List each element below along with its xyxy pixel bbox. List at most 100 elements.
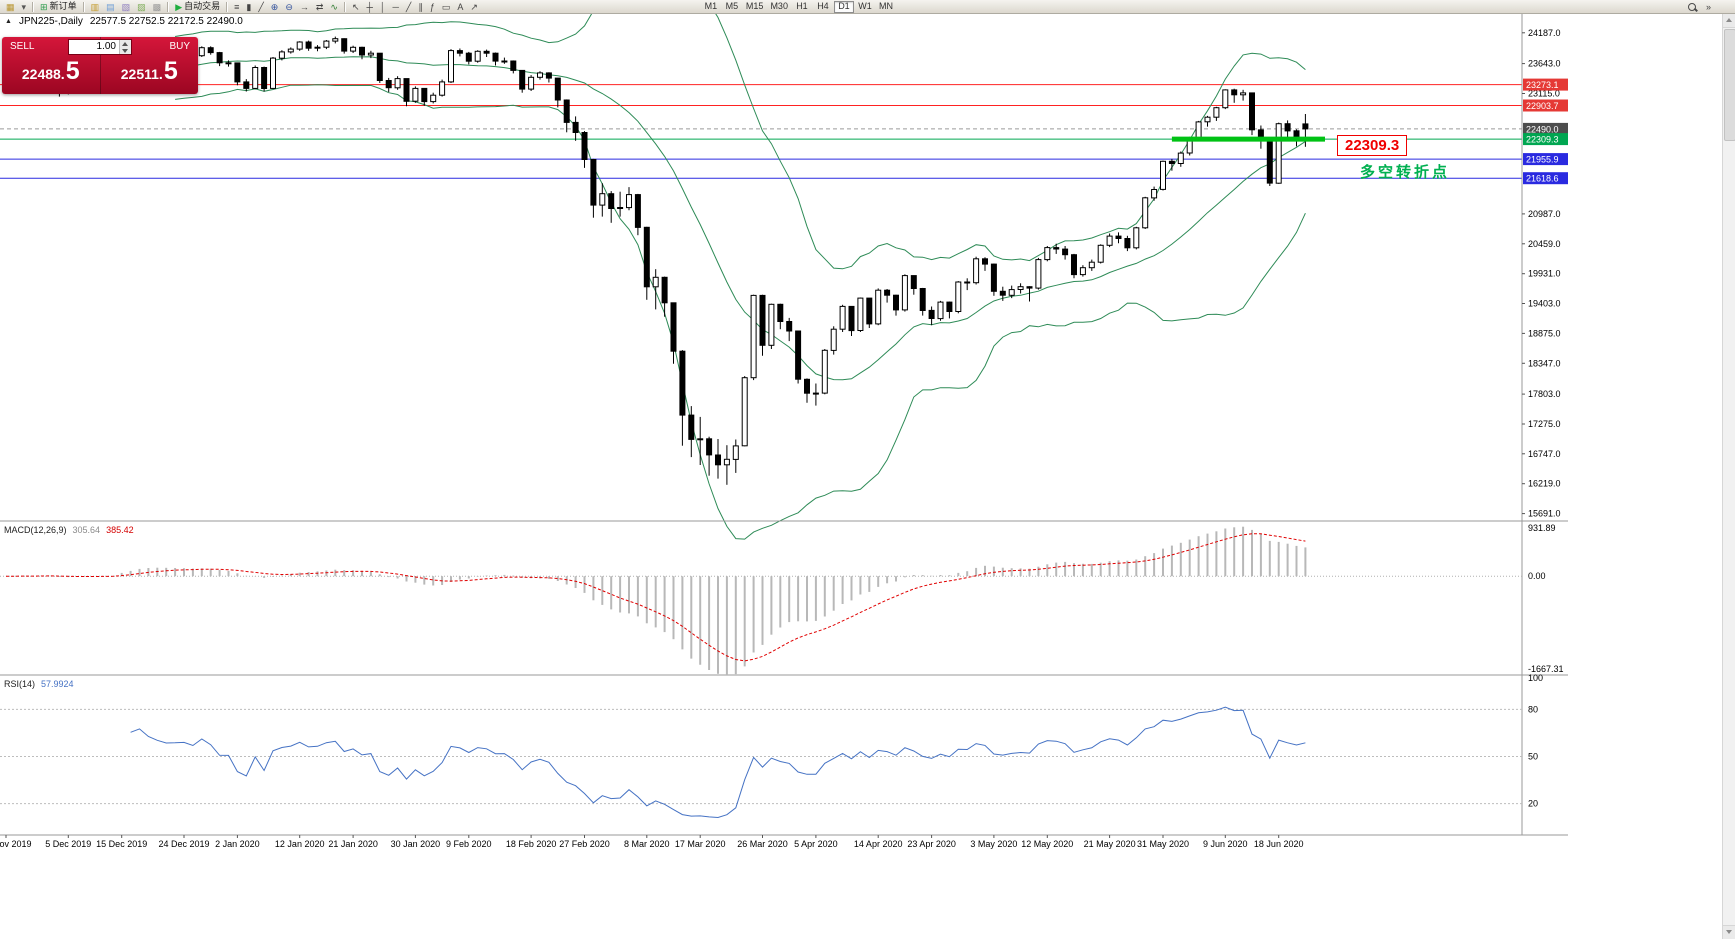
- trendline-icon[interactable]: ╱: [403, 1, 414, 13]
- svg-text:27 Feb 2020: 27 Feb 2020: [559, 839, 610, 849]
- timeframe-d1-button[interactable]: D1: [833, 0, 854, 13]
- chart-profiles-icon[interactable]: ▾: [19, 1, 30, 13]
- svg-text:12 Jan 2020: 12 Jan 2020: [275, 839, 325, 849]
- scroll-down-button[interactable]: [1723, 925, 1735, 939]
- svg-text:50: 50: [1528, 752, 1538, 762]
- note-annotation[interactable]: 多空转折点: [1360, 164, 1451, 181]
- chart-window: 24187.0 23643.0 23115.0 20987.0 20459.0 19931…: [0, 14, 1568, 850]
- buy-button[interactable]: BUY 22511. 5: [101, 37, 199, 94]
- text-icon[interactable]: A: [454, 1, 466, 13]
- auto-scroll-icon[interactable]: →: [297, 1, 312, 13]
- zoom-out-icon[interactable]: ⊖: [282, 1, 296, 13]
- chart-canvas[interactable]: 24187.0 23643.0 23115.0 20987.0 20459.0 19931…: [0, 14, 1568, 850]
- macd-signal-value: 385.42: [106, 525, 134, 535]
- data-window-icon[interactable]: ▤: [103, 1, 118, 13]
- sell-button[interactable]: SELL 22488. 5: [2, 37, 101, 94]
- timeframe-m15-button[interactable]: M15: [743, 1, 767, 13]
- svg-text:23273.1: 23273.1: [1526, 80, 1559, 90]
- macd-label: MACD(12,26,9) 305.64 385.42: [4, 525, 134, 535]
- svg-text:19931.0: 19931.0: [1528, 269, 1561, 279]
- svg-text:21955.9: 21955.9: [1526, 155, 1559, 165]
- strategy-tester-icon: ▩: [152, 1, 162, 12]
- vertical-scrollbar[interactable]: [1722, 14, 1735, 939]
- new-chart-icon[interactable]: ▦: [3, 1, 18, 13]
- cursor-icon[interactable]: ↖: [349, 1, 363, 13]
- data-window-icon: ▤: [106, 1, 115, 12]
- svg-text:18347.0: 18347.0: [1528, 358, 1561, 368]
- toolbar-group-line-studies: ↖ ┼ │ ─ ╱ ∥ ƒ ▭ A ↗: [349, 1, 481, 13]
- indicators-icon: ∿: [330, 1, 338, 12]
- strategy-tester-icon[interactable]: ▩: [150, 1, 165, 13]
- search-icon: [1687, 2, 1696, 11]
- scrollbar-thumb[interactable]: [1724, 29, 1735, 141]
- horizontal-line-icon[interactable]: ─: [390, 1, 402, 13]
- svg-text:19403.0: 19403.0: [1528, 299, 1561, 309]
- timeframe-h1-button[interactable]: H1: [792, 1, 812, 13]
- rsi-label: RSI(14) 57.9924: [4, 679, 74, 689]
- vertical-line-icon[interactable]: │: [377, 1, 389, 13]
- toolbar-separator: [32, 1, 35, 12]
- volume-decrement-button[interactable]: [120, 47, 131, 54]
- timeframe-w1-button[interactable]: W1: [855, 1, 875, 13]
- timeframe-m5-button[interactable]: M5: [722, 1, 742, 13]
- zoom-in-icon[interactable]: ⊕: [268, 1, 282, 13]
- arrows-icon[interactable]: ↗: [467, 1, 481, 13]
- autotrading-label: 自动交易: [184, 1, 221, 11]
- svg-text:0.00: 0.00: [1528, 571, 1546, 581]
- navigator-icon[interactable]: ▧: [119, 1, 134, 13]
- timeframe-m1-button[interactable]: M1: [701, 1, 721, 13]
- svg-text:9 Feb 2020: 9 Feb 2020: [446, 839, 492, 849]
- volume-increment-button[interactable]: [120, 40, 131, 47]
- timeframe-mn-button[interactable]: MN: [876, 1, 896, 13]
- svg-text:31 May 2020: 31 May 2020: [1137, 839, 1189, 849]
- svg-text:23643.0: 23643.0: [1528, 59, 1561, 69]
- channel-icon[interactable]: ∥: [415, 1, 426, 13]
- crosshair-icon[interactable]: ┼: [364, 1, 376, 13]
- text-icon: A: [457, 1, 464, 12]
- fibonacci-icon[interactable]: ƒ: [427, 1, 438, 13]
- shapes-icon[interactable]: ▭: [439, 1, 454, 13]
- volume-input[interactable]: 1.00: [68, 39, 132, 55]
- timeframe-h4-button[interactable]: H4: [813, 1, 833, 13]
- scroll-up-button[interactable]: [1723, 14, 1735, 28]
- zoom-out-icon: ⊖: [285, 1, 293, 12]
- svg-text:16747.0: 16747.0: [1528, 449, 1561, 459]
- svg-text:8 Mar 2020: 8 Mar 2020: [624, 839, 670, 849]
- ohlc-bars-icon[interactable]: ≡: [231, 1, 242, 13]
- search-icon[interactable]: [1685, 1, 1699, 13]
- svg-text:14 Apr 2020: 14 Apr 2020: [854, 839, 903, 849]
- svg-text:80: 80: [1528, 704, 1538, 714]
- indicators-icon[interactable]: ∿: [327, 1, 341, 13]
- rsi-value: 57.9924: [41, 679, 74, 689]
- sell-price: 22488. 5: [21, 57, 80, 85]
- svg-text:18 Jun 2020: 18 Jun 2020: [1254, 839, 1304, 849]
- horizontal-line-icon: ─: [392, 1, 399, 12]
- toolbar-separator: [167, 1, 170, 12]
- ohlc-bars-icon: ≡: [234, 1, 240, 12]
- candlestick-icon[interactable]: ▮: [243, 1, 254, 13]
- market-watch-icon[interactable]: ▥: [88, 1, 103, 13]
- terminal-icon[interactable]: ▨: [134, 1, 149, 13]
- svg-text:20987.0: 20987.0: [1528, 209, 1561, 219]
- collapse-panel-icon[interactable]: ▲: [5, 18, 12, 25]
- svg-text:5 Apr 2020: 5 Apr 2020: [794, 839, 838, 849]
- autotrading-button[interactable]: ▶ 自动交易: [172, 1, 223, 13]
- line-chart-icon[interactable]: ╱: [255, 1, 266, 13]
- new-order-button[interactable]: ⊞ 新订单: [37, 1, 80, 13]
- zoom-in-icon: ⊕: [270, 1, 279, 12]
- overflow-icon[interactable]: »: [1703, 1, 1714, 13]
- rsi-name: RSI(14): [4, 679, 36, 689]
- toolbar-separator: [82, 1, 85, 12]
- svg-text:26 Nov 2019: 26 Nov 2019: [0, 839, 32, 849]
- svg-text:30 Jan 2020: 30 Jan 2020: [391, 839, 441, 849]
- overflow-icon: »: [1705, 1, 1711, 12]
- svg-text:21 May 2020: 21 May 2020: [1084, 839, 1136, 849]
- svg-text:18875.0: 18875.0: [1528, 328, 1561, 338]
- svg-text:22903.7: 22903.7: [1526, 101, 1559, 111]
- svg-text:16219.0: 16219.0: [1528, 479, 1561, 489]
- svg-text:23115.0: 23115.0: [1528, 89, 1560, 99]
- timeframe-m30-button[interactable]: M30: [767, 1, 791, 13]
- price-annotation[interactable]: 22309.3: [1337, 135, 1408, 156]
- chart-shift-icon[interactable]: ⇄: [313, 1, 327, 13]
- svg-text:17 Mar 2020: 17 Mar 2020: [675, 839, 726, 849]
